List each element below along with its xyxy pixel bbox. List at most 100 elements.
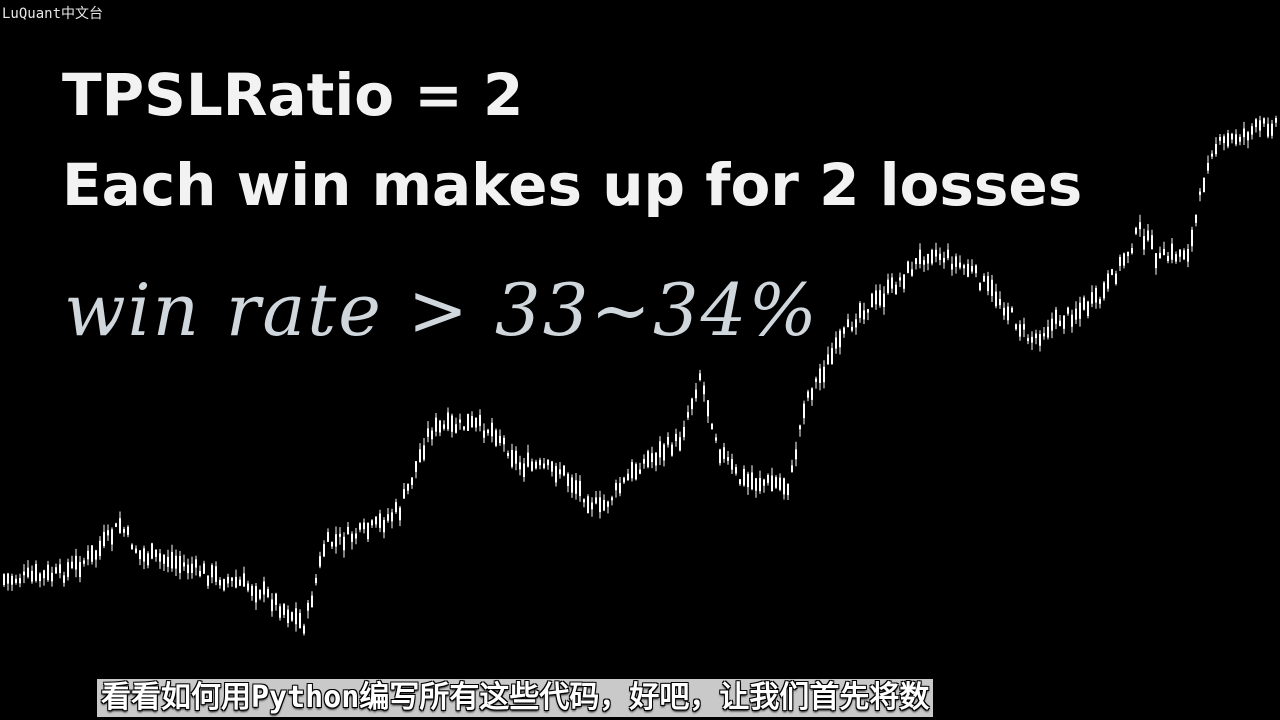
candle-body — [1039, 334, 1041, 346]
candle-body — [527, 452, 529, 467]
candle-body — [1267, 123, 1269, 137]
candle-body — [559, 469, 561, 475]
candle-body — [299, 612, 301, 628]
candle-body — [731, 459, 733, 470]
candle-body — [91, 545, 93, 562]
candle-body — [995, 291, 997, 307]
candle-body — [847, 319, 849, 328]
candle-body — [787, 483, 789, 496]
channel-watermark: LuQuant中文台 — [2, 6, 104, 22]
candle-body — [603, 499, 605, 511]
candle-body — [231, 577, 233, 581]
candle-body — [1191, 229, 1193, 247]
candle-body — [607, 501, 609, 507]
candle-body — [675, 433, 677, 442]
candle-body — [395, 502, 397, 513]
candle-body — [111, 529, 113, 545]
candle-body — [659, 441, 661, 458]
candle-body — [1239, 136, 1241, 142]
candle-body — [763, 479, 765, 486]
candle-body — [139, 550, 141, 560]
candle-body — [199, 570, 201, 577]
candle-body — [303, 625, 305, 634]
candle-body — [943, 258, 945, 263]
candle-body — [1043, 333, 1045, 337]
candle-body — [1131, 248, 1133, 254]
candle-body — [195, 559, 197, 568]
candle-body — [203, 563, 205, 574]
candle-body — [1079, 302, 1081, 319]
candle-body — [327, 532, 329, 542]
candle-body — [331, 542, 333, 547]
candle-body — [1107, 273, 1109, 289]
candle-body — [63, 575, 65, 583]
candle-body — [1071, 314, 1073, 327]
candle-body — [227, 576, 229, 584]
candle-body — [171, 551, 173, 569]
subtitle-caption: 看看如何用Python编写所有这些代码，好吧，让我们首先将数 — [97, 679, 934, 717]
candle-body — [1003, 307, 1005, 316]
candle-body — [147, 553, 149, 566]
candle-body — [771, 475, 773, 492]
candle-body — [135, 548, 137, 553]
candle-body — [1171, 243, 1173, 260]
candle-body — [531, 461, 533, 471]
candle-body — [431, 430, 433, 440]
candle-body — [107, 530, 109, 536]
candle-body — [795, 449, 797, 460]
candle-body — [815, 378, 817, 382]
candle-body — [835, 337, 837, 349]
candle-body — [19, 578, 21, 584]
candle-body — [651, 453, 653, 462]
candle-body — [935, 249, 937, 257]
candle-body — [1251, 126, 1253, 135]
candle-body — [1027, 338, 1029, 342]
candle-body — [803, 403, 805, 419]
candle-body — [43, 570, 45, 579]
candle-body — [211, 565, 213, 578]
candle-body — [719, 449, 721, 464]
candle-body — [1215, 144, 1217, 155]
candle-body — [779, 477, 781, 490]
candle-body — [311, 595, 313, 608]
candle-body — [399, 507, 401, 521]
candle-body — [1247, 132, 1249, 141]
candle-body — [851, 326, 853, 331]
candle-body — [595, 497, 597, 504]
candle-body — [875, 290, 877, 305]
candle-body — [323, 544, 325, 557]
candle-body — [755, 478, 757, 491]
candle-body — [251, 585, 253, 596]
candle-body — [471, 416, 473, 427]
candle-body — [671, 444, 673, 456]
candle-body — [791, 465, 793, 472]
candle-body — [987, 276, 989, 292]
candle-body — [387, 514, 389, 521]
candle-body — [975, 265, 977, 274]
candle-body — [1195, 215, 1197, 223]
candle-body — [727, 457, 729, 461]
candle-body — [1175, 254, 1177, 262]
candle-body — [187, 564, 189, 574]
candle-body — [1011, 307, 1013, 313]
candle-body — [887, 279, 889, 293]
candle-body — [467, 413, 469, 431]
candle-body — [7, 573, 9, 584]
candle-body — [1087, 301, 1089, 316]
candle-body — [767, 475, 769, 483]
candle-body — [695, 389, 697, 399]
candle-body — [383, 519, 385, 533]
candle-body — [1135, 227, 1137, 234]
candle-body — [679, 437, 681, 451]
candle-body — [1115, 273, 1117, 284]
candle-body — [927, 254, 929, 264]
candle-body — [1223, 136, 1225, 144]
candle-body — [647, 451, 649, 467]
candle-body — [99, 540, 101, 556]
candle-body — [235, 576, 237, 588]
candle-body — [663, 444, 665, 461]
candle-body — [15, 578, 17, 583]
candle-body — [1179, 249, 1181, 257]
candle-body — [1063, 315, 1065, 329]
candle-body — [271, 599, 273, 612]
